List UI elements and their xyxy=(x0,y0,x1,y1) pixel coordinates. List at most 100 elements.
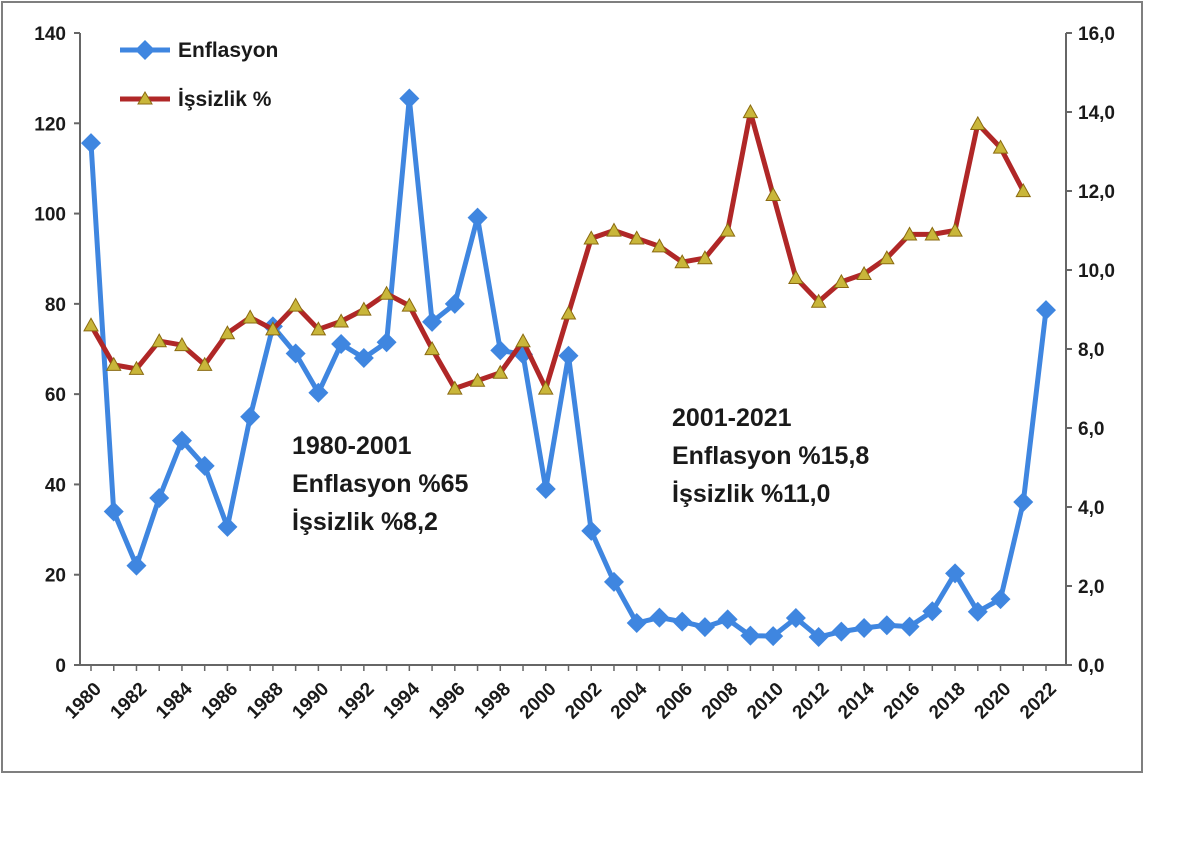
legend-marker-issizlik xyxy=(137,91,153,105)
data-point-issizlik xyxy=(401,297,418,312)
y-left-tick-label: 20 xyxy=(45,566,66,587)
data-point-enflasyon xyxy=(694,617,715,638)
data-point-issizlik xyxy=(719,222,736,237)
data-point-issizlik xyxy=(219,325,236,340)
y-right-tick-label: 14,0 xyxy=(1078,103,1115,124)
data-point-enflasyon xyxy=(672,611,693,632)
data-point-issizlik xyxy=(628,230,645,245)
data-point-issizlik xyxy=(1015,182,1032,198)
y-left-tick-label: 0 xyxy=(55,656,66,677)
data-point-issizlik xyxy=(901,226,918,241)
data-point-issizlik xyxy=(378,285,395,300)
data-point-issizlik xyxy=(265,321,281,336)
data-point-enflasyon xyxy=(558,345,579,366)
data-point-issizlik xyxy=(856,265,872,281)
data-point-issizlik xyxy=(742,103,759,119)
data-point-issizlik xyxy=(128,360,145,375)
data-point-enflasyon xyxy=(808,627,829,648)
data-point-issizlik xyxy=(242,309,259,324)
data-point-enflasyon xyxy=(103,501,124,522)
data-point-enflasyon xyxy=(785,608,806,629)
data-point-enflasyon xyxy=(1036,300,1056,321)
data-point-issizlik xyxy=(469,372,486,387)
data-point-issizlik xyxy=(697,250,713,265)
data-point-enflasyon xyxy=(990,589,1011,610)
data-point-issizlik xyxy=(924,226,941,241)
y-left-tick-label: 100 xyxy=(34,205,66,226)
data-point-enflasyon xyxy=(945,563,966,584)
data-point-issizlik xyxy=(515,333,531,348)
data-point-enflasyon xyxy=(1013,492,1034,513)
y-right-tick-label: 4,0 xyxy=(1078,498,1104,519)
data-point-enflasyon xyxy=(217,516,238,537)
data-point-enflasyon xyxy=(876,615,897,636)
data-point-issizlik xyxy=(833,273,850,288)
data-point-enflasyon xyxy=(740,625,761,646)
data-point-issizlik xyxy=(583,230,600,245)
data-point-issizlik xyxy=(492,364,509,379)
data-point-issizlik xyxy=(151,333,168,348)
data-point-issizlik xyxy=(651,238,668,253)
data-point-enflasyon xyxy=(626,613,647,634)
annotation-1-line-1: 1980-2001 xyxy=(292,432,412,460)
data-point-enflasyon xyxy=(581,520,602,541)
legend: Enflasyon İşsizlik % xyxy=(120,39,278,111)
data-point-enflasyon xyxy=(353,348,374,369)
data-point-enflasyon xyxy=(331,334,352,355)
data-point-issizlik xyxy=(947,222,963,237)
y-left-tick-label: 60 xyxy=(45,385,66,406)
series-layer xyxy=(81,88,1056,648)
legend-marker-enflasyon xyxy=(135,40,155,60)
y-right-tick-label: 10,0 xyxy=(1078,261,1115,282)
annotation-2-line-2: Enflasyon %15,8 xyxy=(672,442,869,470)
data-point-issizlik xyxy=(287,297,304,312)
legend-label-issizlik: İşsizlik % xyxy=(178,88,272,111)
data-point-enflasyon xyxy=(240,406,261,427)
data-point-enflasyon xyxy=(194,455,215,476)
data-point-issizlik xyxy=(606,222,622,237)
data-point-issizlik xyxy=(537,380,554,395)
y-right-tick-label: 0,0 xyxy=(1078,656,1104,677)
data-point-enflasyon xyxy=(603,571,624,592)
y-right-tick-label: 12,0 xyxy=(1078,182,1115,203)
data-point-enflasyon xyxy=(535,478,556,499)
data-point-issizlik xyxy=(105,356,122,371)
data-point-enflasyon xyxy=(854,617,875,638)
data-point-enflasyon xyxy=(444,293,465,314)
data-point-issizlik xyxy=(174,337,190,352)
annotation-1980-2001: 1980-2001 Enflasyon %65 İşsizlik %8,2 xyxy=(292,432,469,536)
data-point-enflasyon xyxy=(831,621,852,642)
y-right-tick-label: 6,0 xyxy=(1078,419,1104,440)
data-point-enflasyon xyxy=(422,311,443,332)
data-point-enflasyon xyxy=(149,487,170,508)
data-point-enflasyon xyxy=(967,601,988,622)
data-point-enflasyon xyxy=(81,133,101,154)
data-point-issizlik xyxy=(83,317,99,332)
data-point-enflasyon xyxy=(899,616,920,637)
data-point-issizlik xyxy=(878,250,895,265)
legend-item-enflasyon: Enflasyon xyxy=(120,39,278,62)
data-point-issizlik xyxy=(765,186,781,202)
y-right-tick-label: 8,0 xyxy=(1078,340,1104,361)
legend-item-issizlik: İşsizlik % xyxy=(120,88,272,111)
y-right-tick-label: 2,0 xyxy=(1078,577,1104,598)
data-point-enflasyon xyxy=(126,555,147,576)
data-point-enflasyon xyxy=(649,607,670,628)
data-point-enflasyon xyxy=(171,430,192,451)
data-point-enflasyon xyxy=(376,332,397,353)
data-point-issizlik xyxy=(196,356,213,371)
data-point-enflasyon xyxy=(467,207,488,228)
data-point-issizlik xyxy=(788,269,804,284)
data-point-issizlik xyxy=(969,115,986,130)
annotation-2-line-3: İşsizlik %11,0 xyxy=(672,480,830,508)
data-point-enflasyon xyxy=(308,382,329,403)
y-left-tick-label: 80 xyxy=(45,295,66,316)
data-point-enflasyon xyxy=(285,343,306,364)
data-point-issizlik xyxy=(356,301,372,316)
data-point-issizlik xyxy=(310,321,327,336)
data-point-issizlik xyxy=(333,313,349,328)
data-point-issizlik xyxy=(560,305,577,320)
annotation-2-line-1: 2001-2021 xyxy=(672,404,792,432)
data-point-issizlik xyxy=(424,340,440,356)
